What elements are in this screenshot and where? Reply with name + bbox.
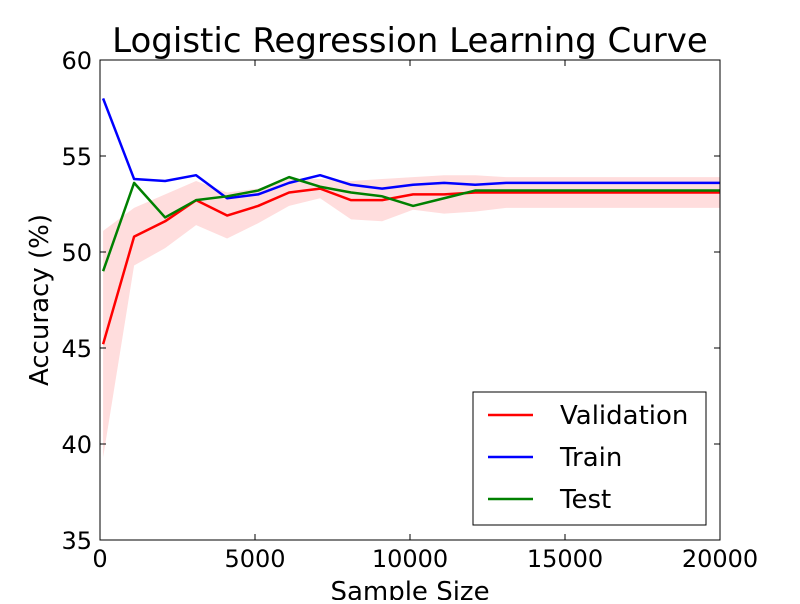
series-line-train bbox=[101, 97, 720, 200]
confidence-band-layer bbox=[103, 175, 721, 458]
y-axis-label: Accuracy (%) bbox=[25, 214, 55, 386]
series-line-test bbox=[101, 175, 720, 272]
y-tick-label: 55 bbox=[61, 143, 92, 171]
legend-label-validation: Validation bbox=[560, 401, 688, 431]
x-tick-label: 0 bbox=[92, 545, 107, 573]
y-tick-label: 45 bbox=[61, 335, 92, 363]
x-axis-ticks: 0 5000 10000 15000 20000 bbox=[92, 60, 758, 573]
y-tick-label: 60 bbox=[61, 47, 92, 75]
y-tick-label: 50 bbox=[61, 239, 92, 267]
series-line-validation bbox=[101, 187, 720, 345]
confidence-band-validation bbox=[103, 175, 721, 458]
x-tick-label: 10000 bbox=[372, 545, 448, 573]
legend-label-test: Test bbox=[559, 485, 611, 515]
series-lines-layer bbox=[101, 97, 720, 345]
y-tick-label: 40 bbox=[61, 431, 92, 459]
x-tick-label: 5000 bbox=[224, 545, 285, 573]
legend-label-train: Train bbox=[559, 443, 622, 473]
x-tick-label: 20000 bbox=[682, 545, 758, 573]
chart-title: Logistic Regression Learning Curve bbox=[112, 21, 708, 61]
y-tick-label: 35 bbox=[61, 527, 92, 555]
legend: Validation Train Test bbox=[472, 391, 707, 526]
x-tick-label: 15000 bbox=[527, 545, 603, 573]
y-axis-ticks: 35 40 45 50 55 60 bbox=[61, 47, 720, 555]
x-axis-label: Sample Size bbox=[330, 577, 489, 600]
